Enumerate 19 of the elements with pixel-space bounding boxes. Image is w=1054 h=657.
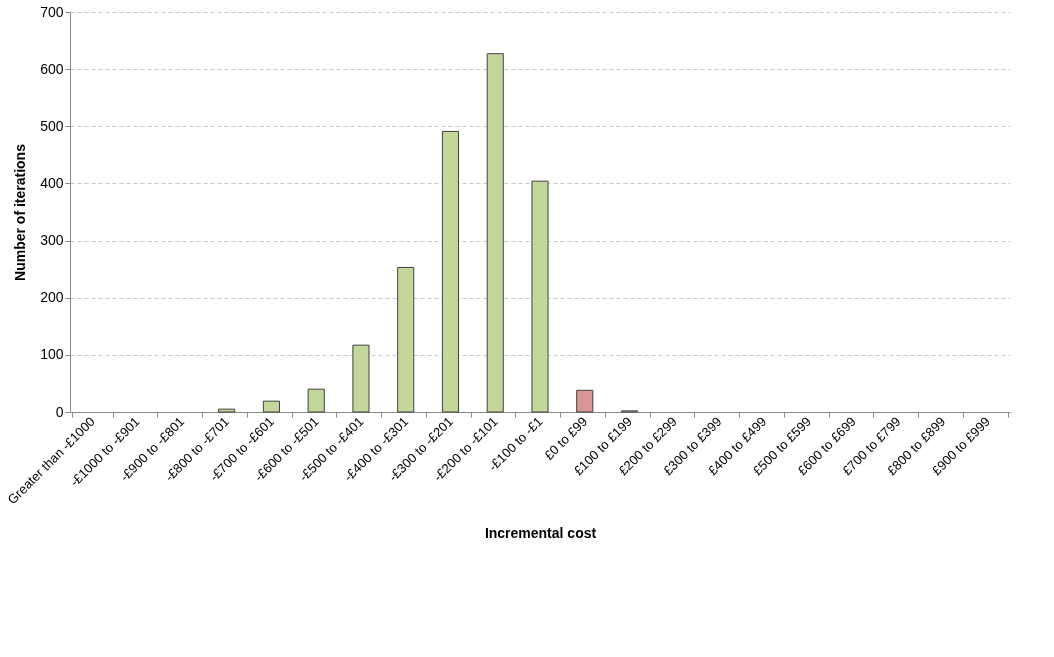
bar: [441, 130, 460, 413]
y-tick-label: 400: [40, 174, 64, 191]
bar: [307, 388, 325, 413]
y-tick-label: 600: [40, 60, 64, 77]
bar: [576, 389, 594, 413]
y-tick-label: 300: [40, 232, 64, 249]
bar: [352, 344, 370, 413]
bar: [531, 180, 549, 413]
y-tick-label: 100: [40, 346, 64, 363]
y-tick-label: 200: [40, 289, 64, 306]
bar: [397, 266, 415, 413]
y-tick-label: 0: [55, 403, 64, 420]
bar: [262, 400, 280, 413]
bar: [218, 408, 236, 413]
x-axis-title: Incremental cost: [484, 525, 597, 542]
y-tick-label: 700: [40, 3, 64, 20]
y-tick-label: 500: [40, 117, 64, 134]
bar: [486, 53, 504, 413]
y-axis-title: Number of iterations: [12, 143, 29, 281]
